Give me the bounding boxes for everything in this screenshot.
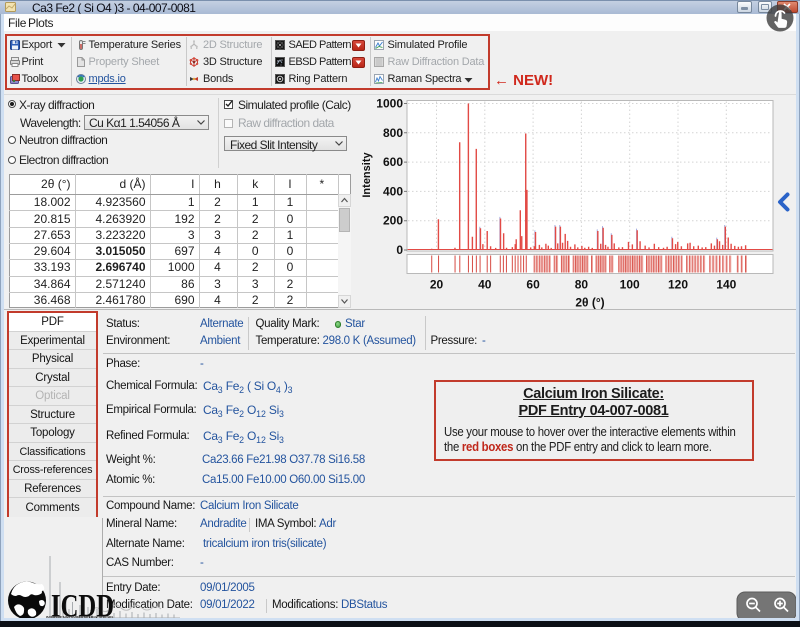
svg-text:2θ (°): 2θ (°) [575, 296, 604, 310]
svg-text:80: 80 [575, 278, 589, 292]
svg-text:0: 0 [396, 243, 403, 257]
svg-text:100: 100 [620, 278, 640, 292]
svg-text:Intensity: Intensity [361, 152, 373, 198]
svg-text:1000: 1000 [376, 97, 403, 111]
svg-text:20: 20 [430, 278, 444, 292]
svg-text:120: 120 [668, 278, 688, 292]
svg-text:200: 200 [383, 214, 403, 228]
svg-text:800: 800 [383, 126, 403, 140]
svg-text:40: 40 [478, 278, 492, 292]
svg-text:400: 400 [383, 184, 403, 198]
svg-text:60: 60 [526, 278, 540, 292]
svg-text:600: 600 [383, 155, 403, 169]
svg-text:140: 140 [716, 278, 736, 292]
svg-text:INTERNATIONAL CENTRE FOR DIFFR: INTERNATIONAL CENTRE FOR DIFFRACTION DAT… [46, 615, 115, 620]
